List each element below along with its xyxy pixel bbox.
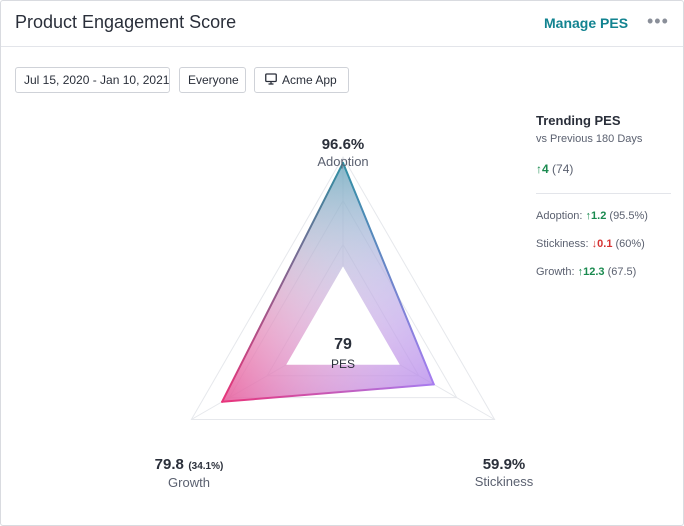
trend-row-label: Growth: [536,266,575,278]
growth-value: 79.8 [154,456,184,473]
trending-title: Trending PES [536,113,621,128]
radar-edge-growth-stickiness [221,383,435,403]
up-arrow-icon: ↑ [585,210,592,222]
growth-label: 79.8 (34.1%) Growth [139,456,239,490]
trend-row-growth: Growth: ↑12.3 (67.5) [536,266,672,278]
trending-divider [536,193,671,194]
down-arrow-icon: ↓ [591,238,598,250]
adoption-value: 96.6% [321,136,365,153]
trending-panel: Trending PES vs Previous 180 Days ↑4 (74… [536,113,672,278]
stickiness-axis-label: Stickiness [474,474,534,489]
trending-overall-prev: (74) [552,162,574,176]
adoption-label: 96.6% Adoption [303,136,383,169]
card-header: Product Engagement Score Manage PES ••• [1,1,683,47]
trend-row-label: Adoption: [536,210,583,222]
date-range-filter[interactable]: Jul 15, 2020 - Jan 10, 2021 [15,67,170,93]
radar-edge-adoption-growth [221,161,344,403]
trend-row-prev: (60%) [615,238,645,250]
pes-center-triangle [286,266,400,365]
manage-pes-link[interactable]: Manage PES [544,15,629,31]
pes-score-label: PES [330,357,355,371]
up-arrow-icon: ↑ [577,266,584,278]
trend-row-stickiness: Stickiness: ↓0.1 (60%) [536,238,672,250]
stickiness-value: 59.9% [482,456,526,473]
radar-edge-adoption-stickiness [342,161,435,386]
trend-row-label: Stickiness: [536,238,589,250]
more-options-icon[interactable]: ••• [647,11,669,31]
monitor-icon [265,73,277,85]
radar-grid-ring-4 [190,156,496,420]
stickiness-label: 59.9% Stickiness [464,456,544,489]
pes-score-value: 79 [334,336,352,353]
growth-axis-label: Growth [168,475,210,490]
trending-overall: ↑4 (74) [536,162,672,176]
trending-up-arrow-icon: ↑ [536,162,542,176]
trend-row-delta: 12.3 [583,266,605,278]
trend-row-delta: 0.1 [597,238,613,250]
trend-row-prev: (67.5) [607,266,637,278]
trending-overall-delta: 4 [542,162,549,176]
trend-row-prev: (95.5%) [609,210,648,222]
trending-subtitle: vs Previous 180 Days [536,133,643,145]
app-filter-label: Acme App [282,73,337,87]
trend-row-delta: 1.2 [591,210,607,222]
growth-subvalue: (34.1%) [188,461,224,472]
trend-row-adoption: Adoption: ↑1.2 (95.5%) [536,210,672,222]
pes-center-score: 79 PES [313,336,373,371]
app-filter[interactable]: Acme App [254,67,349,93]
adoption-axis-label: Adoption [317,154,369,169]
segment-filter[interactable]: Everyone [179,67,246,93]
card-title: Product Engagement Score [15,12,237,32]
